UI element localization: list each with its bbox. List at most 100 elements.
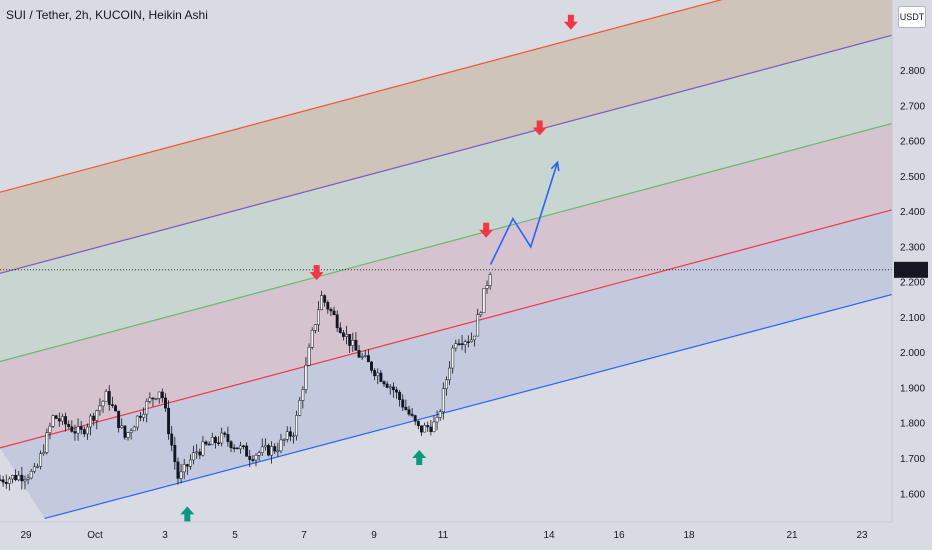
candle-body — [192, 452, 196, 461]
candle-body — [401, 399, 405, 408]
candle-body — [89, 415, 92, 428]
candle-body — [223, 432, 227, 435]
projection-path[interactable] — [489, 162, 559, 265]
candle-body — [341, 332, 345, 337]
candle-body — [95, 410, 99, 421]
sell-arrow-icon[interactable] — [563, 14, 578, 30]
candle-body — [479, 312, 483, 315]
candle-body — [285, 431, 289, 440]
candle-body — [148, 397, 152, 402]
candle-body — [229, 441, 233, 449]
candle-body — [270, 446, 274, 456]
candle-body — [73, 431, 77, 434]
candle-body — [410, 413, 414, 416]
channel-line-top[interactable] — [0, 0, 892, 193]
time-axis[interactable] — [0, 522, 932, 550]
candle-body — [457, 343, 461, 345]
candle-body — [26, 477, 30, 480]
channel-line-mid[interactable] — [0, 122, 893, 363]
x-tick-label: 16 — [613, 530, 625, 541]
candle-body — [157, 391, 161, 399]
x-tick-label: 3 — [162, 530, 168, 541]
candle-body — [398, 391, 402, 400]
candle-body — [332, 310, 336, 315]
candle-body — [232, 447, 236, 450]
y-tick-label: 2.600 — [900, 137, 925, 148]
candle-body — [423, 425, 427, 433]
candle-body — [4, 481, 8, 484]
x-tick-label: 21 — [786, 530, 798, 541]
chart-title: SUI / Tether, 2h, KUCOIN, Heikin Ashi — [6, 8, 208, 22]
buy-arrow-icon[interactable] — [412, 449, 427, 465]
channel-line-bottom[interactable] — [44, 293, 893, 520]
lower-area — [0, 294, 892, 522]
candle-body — [438, 411, 442, 418]
channel-line-lower[interactable] — [0, 209, 893, 449]
candle-body — [313, 324, 317, 331]
candle-body — [354, 339, 358, 351]
candle-body — [316, 309, 320, 325]
candle-body — [310, 330, 314, 348]
candle-body — [388, 386, 392, 389]
candle-body — [76, 426, 80, 434]
candle-body — [482, 288, 486, 314]
candle-body — [29, 471, 33, 479]
candle-body — [32, 466, 36, 472]
candle-body — [329, 308, 333, 312]
projection-arrowhead — [550, 160, 560, 172]
sell-arrow-icon[interactable] — [532, 120, 547, 136]
candle-body — [207, 443, 211, 446]
x-tick-label: 9 — [371, 530, 377, 541]
y-tick-label: 2.300 — [900, 242, 925, 253]
candle-body — [463, 341, 467, 345]
candle-body — [142, 413, 146, 418]
candle-body — [179, 471, 183, 479]
candle-body — [379, 372, 383, 382]
candle-body — [357, 350, 361, 358]
candle-body — [79, 426, 83, 430]
candle-body — [426, 425, 430, 428]
candle-body — [301, 389, 305, 401]
candle-body — [54, 415, 58, 419]
candle-body — [476, 314, 480, 337]
candle-body — [167, 407, 171, 435]
candle-body — [298, 400, 302, 416]
candle-body — [429, 426, 433, 432]
candle-body — [42, 452, 46, 454]
candle-body — [326, 302, 330, 310]
candle-body — [176, 461, 180, 479]
candle-body — [117, 410, 121, 428]
channel-line-upper[interactable] — [0, 34, 893, 274]
candle-body — [217, 442, 220, 444]
sell-arrow-icon[interactable] — [479, 222, 494, 238]
x-tick-label: 5 — [232, 530, 238, 541]
candle-body — [160, 391, 164, 399]
candle-body — [279, 439, 283, 452]
candle-body — [432, 421, 436, 432]
candle-body — [98, 405, 102, 411]
candle-body — [220, 432, 224, 444]
candle-body — [198, 451, 202, 456]
candle-body — [201, 441, 205, 456]
candle-body — [235, 447, 239, 450]
candle-body — [351, 339, 355, 346]
candle-body — [320, 295, 324, 311]
candle-body — [210, 437, 214, 445]
candle-body — [226, 434, 230, 442]
x-tick-label: 18 — [683, 530, 695, 541]
x-tick-label: 23 — [856, 530, 868, 541]
sell-arrow-icon[interactable] — [309, 265, 324, 281]
candle-body — [466, 341, 470, 343]
candle-body — [48, 425, 52, 433]
candle-body — [173, 445, 177, 463]
buy-arrow-icon[interactable] — [180, 506, 195, 522]
candle-body — [120, 425, 124, 428]
candle-body — [391, 386, 395, 391]
currency-button[interactable]: USDT — [898, 6, 926, 28]
candle-body — [139, 415, 142, 418]
candle-body — [345, 334, 348, 337]
candle-body — [254, 455, 258, 461]
candle-body — [282, 439, 286, 441]
